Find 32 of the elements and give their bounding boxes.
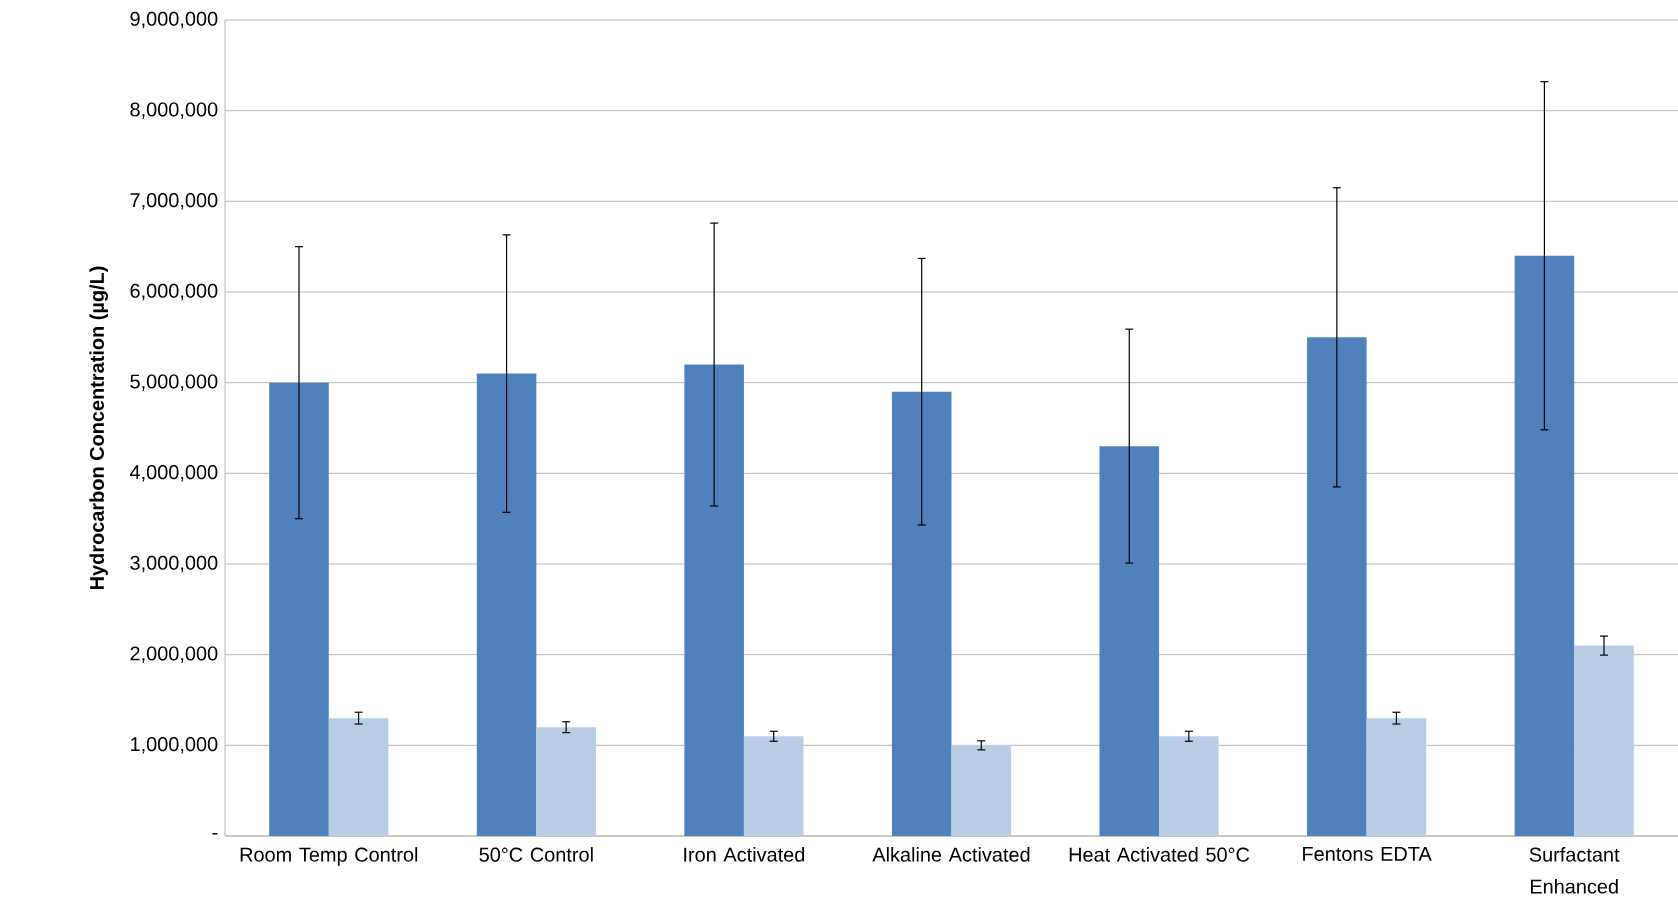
- bar: [1307, 337, 1367, 836]
- y-tick-label: 3,000,000: [130, 555, 218, 573]
- y-tick-label: 8,000,000: [130, 102, 218, 119]
- bar: [269, 382, 329, 836]
- bar: [536, 727, 596, 836]
- bar: [1099, 446, 1160, 836]
- x-tick-label: Heat Activated 50°C: [1069, 847, 1250, 862]
- bar: [1159, 736, 1219, 836]
- x-tick-label: Alkaline Activated: [872, 847, 1030, 862]
- y-tick-label: 6,000,000: [130, 283, 218, 301]
- bar: [891, 391, 952, 836]
- bar: [1574, 645, 1634, 836]
- bar: [684, 364, 744, 836]
- x-tick-label: Fentons EDTA: [1303, 847, 1432, 861]
- x-tick-label: Room Temp Control: [240, 847, 418, 866]
- bar: [951, 745, 1012, 836]
- bar: [476, 373, 537, 836]
- y-tick-label: 4,000,000: [129, 465, 218, 482]
- x-tick-label: Iron Activated: [684, 847, 805, 862]
- bar: [1366, 718, 1427, 836]
- y-tick-label: 9,000,000: [130, 11, 218, 29]
- y-tick-label: 5,000,000: [130, 374, 218, 391]
- y-axis-title: Hydrocarbon Concentration (µg/L): [89, 266, 109, 590]
- bar: [743, 736, 804, 836]
- x-tick-label: Surfactant Enhanced: [1529, 847, 1620, 894]
- y-tick-label: -: [212, 832, 218, 835]
- x-tick-label: 50°C Control: [479, 847, 593, 862]
- bar: [328, 718, 389, 836]
- y-tick-label: 7,000,000: [130, 193, 218, 210]
- y-tick-label: 1,000,000: [131, 737, 218, 754]
- y-tick-label: 2,000,000: [130, 646, 218, 663]
- bar: [1514, 255, 1575, 836]
